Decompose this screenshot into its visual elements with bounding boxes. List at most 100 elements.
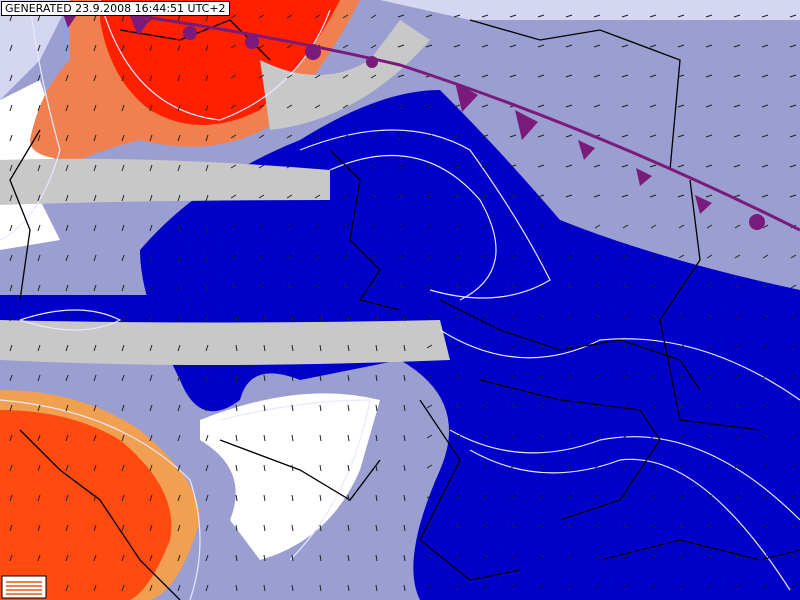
wind-arrow [454,584,461,589]
wind-arrow [566,494,573,499]
wind-arrow [93,254,97,262]
wind-arrow [426,494,433,499]
wind-arrow [65,314,69,322]
wind-arrow [762,554,769,559]
wind-arrow [790,554,797,559]
wind-arrow [482,524,489,529]
wind-arrow [761,104,769,108]
wind-arrow [9,344,13,352]
wind-arrow [650,374,657,379]
wind-arrow [621,104,629,108]
wind-arrow [93,434,97,442]
wind-arrow [121,494,125,502]
wind-arrow [342,254,349,259]
wind-arrow [594,284,601,289]
wind-arrow [149,284,153,292]
wind-arrow [93,344,97,352]
wind-arrow [258,194,265,199]
wind-arrow [677,104,685,108]
wind-arrow [286,14,293,19]
wind-arrow [622,404,629,409]
wind-arrow [677,194,685,198]
wind-arrow [621,74,629,78]
wind-arrow [37,464,41,472]
wind-arrow [482,404,489,409]
wind-arrow [121,464,125,472]
wind-arrow [510,284,517,289]
wind-arrow [375,404,378,412]
wind-arrow [235,524,238,532]
wind-arrow [510,224,517,229]
wind-arrow [149,554,153,562]
wind-arrow [314,104,321,109]
wind-arrow [706,434,713,439]
wind-arrow [177,344,181,352]
wind-arrow [121,284,125,292]
isoline [439,329,800,401]
wind-arrow [65,44,69,52]
wind-arrow [593,194,601,198]
wind-arrow [149,104,153,112]
wind-arrow [790,344,797,349]
wind-arrow [734,464,741,469]
cold-symbol [455,82,478,112]
warm-symbol [245,35,259,49]
wind-arrow [510,254,517,259]
wind-arrow [790,284,797,289]
wind-arrow [370,134,377,139]
wind-arrow [481,134,489,138]
wind-arrow [177,224,181,232]
wind-arrow [790,254,797,259]
wind-arrow [370,194,377,199]
wind-arrow [594,524,601,529]
wind-arrow [565,194,573,198]
wind-arrow [93,374,97,382]
wind-arrow [370,14,377,19]
wind-arrow [403,404,406,412]
wind-arrow [594,224,601,229]
wind-arrow [37,224,41,232]
wind-arrow [509,14,517,18]
wind-arrow [705,134,713,138]
wind-arrow [398,254,405,259]
wind-arrow [454,374,461,379]
wind-arrow [537,134,545,138]
wind-arrow [397,134,405,138]
wind-arrow [426,254,433,259]
wind-arrow [538,554,545,559]
wind-arrow [761,134,769,138]
wind-arrow [65,224,69,232]
wind-arrow [177,254,181,262]
wind-arrow [230,104,237,109]
wind-arrow [149,404,153,412]
wind-arrow [482,284,489,289]
wind-arrow [678,584,685,589]
wind-arrow [538,374,545,379]
wind-arrow [230,224,237,229]
wind-arrow [481,14,489,18]
wind-arrow [121,74,125,82]
isoline [99,0,331,121]
wind-arrow [594,314,601,319]
wind-arrow [734,284,741,289]
wind-arrow [230,134,237,139]
wind-arrow [762,224,769,229]
wind-arrow [65,344,69,352]
wind-arrow [481,164,489,168]
pale-region [0,0,70,100]
wind-arrow [314,254,321,259]
isoline [0,399,201,600]
wind-arrow [538,254,545,259]
wind-arrow [375,464,378,472]
wind-arrow [319,584,322,592]
wind-arrow [790,524,797,529]
wind-arrow [93,524,97,532]
wind-arrow [733,44,741,48]
wind-arrow [678,344,685,349]
wind-arrow [453,104,461,108]
wind-arrow [566,374,573,379]
wind-arrow [9,104,13,112]
wind-arrow [37,554,41,562]
wind-arrow [454,284,461,289]
